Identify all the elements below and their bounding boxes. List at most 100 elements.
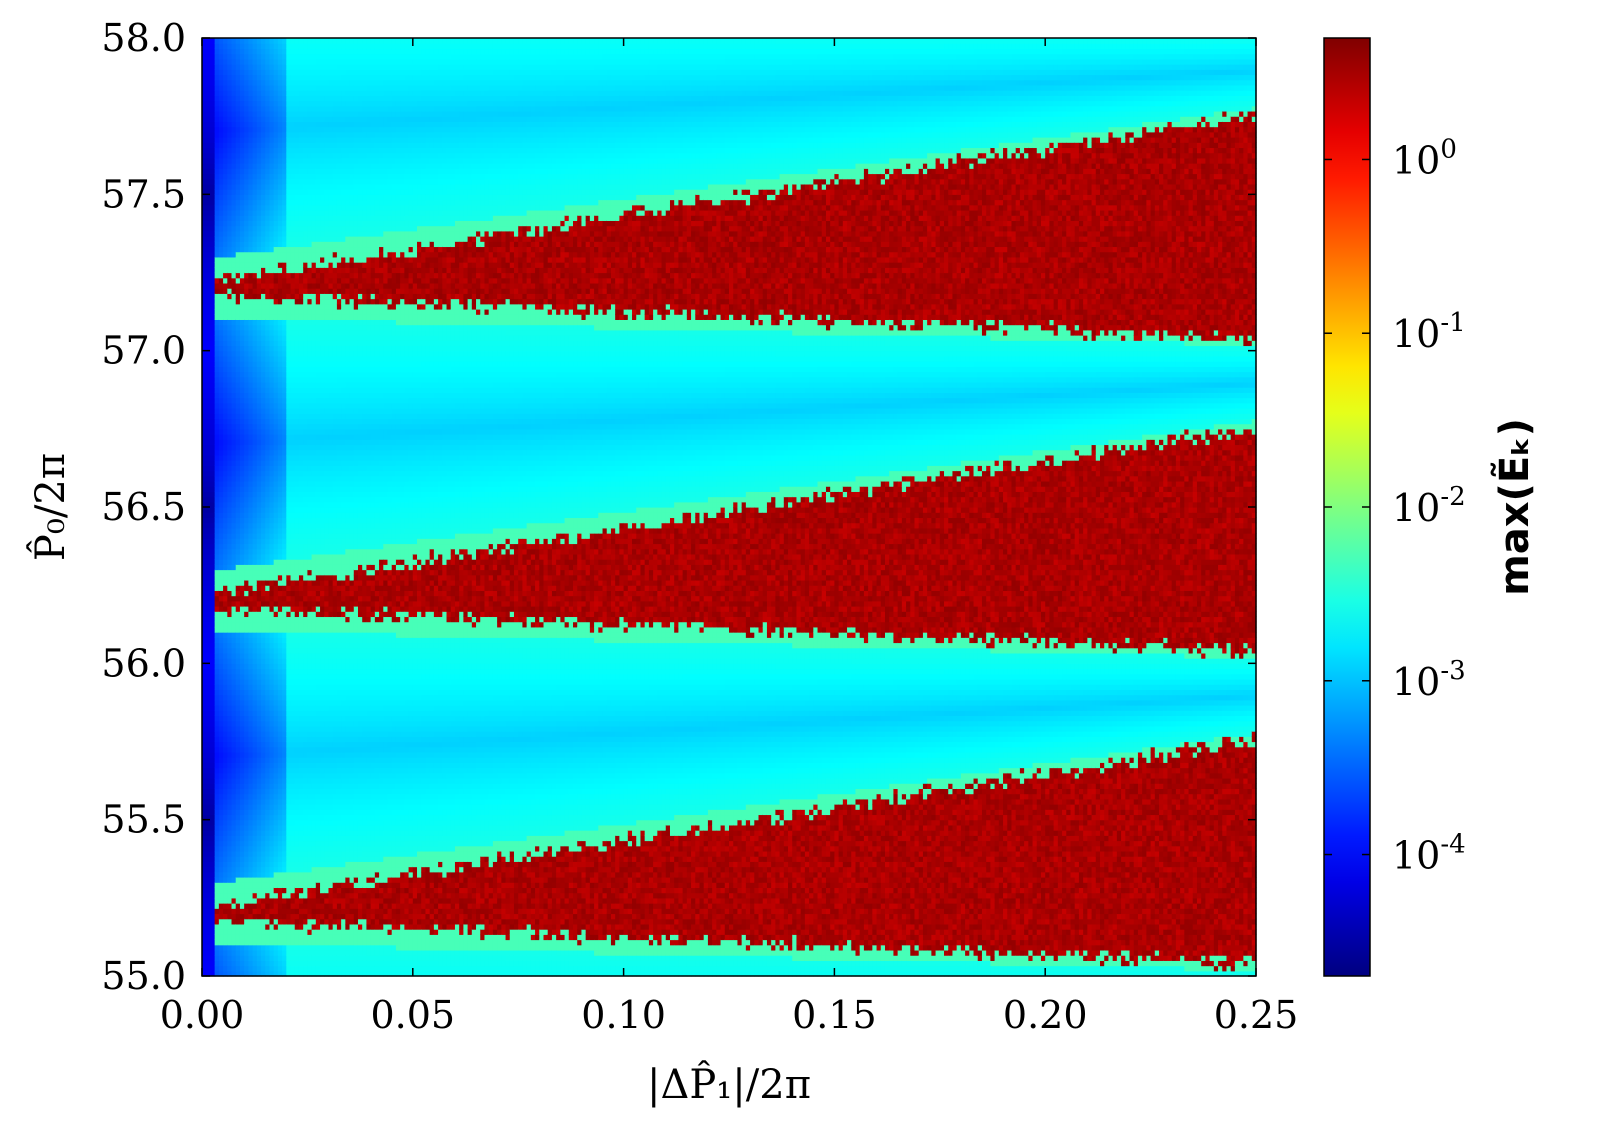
heatmap-cell bbox=[282, 768, 287, 774]
heatmap-cell bbox=[274, 559, 279, 565]
heatmap-cell bbox=[223, 596, 228, 602]
heatmap-cell bbox=[236, 111, 241, 117]
heatmap-cell bbox=[278, 658, 283, 664]
heatmap-cell bbox=[291, 439, 296, 445]
heatmap-cell bbox=[286, 288, 291, 294]
heatmap-cell bbox=[236, 444, 241, 450]
heatmap-cell bbox=[240, 429, 245, 435]
heatmap-cell bbox=[282, 710, 287, 716]
heatmap-cell bbox=[227, 523, 232, 529]
heatmap-cell bbox=[278, 330, 283, 336]
heatmap-cell bbox=[240, 966, 245, 972]
heatmap-cell bbox=[265, 184, 270, 190]
heatmap-cell bbox=[295, 460, 300, 466]
heatmap-cell bbox=[291, 538, 296, 544]
heatmap-cell bbox=[299, 856, 304, 862]
heatmap-cell bbox=[282, 642, 287, 648]
heatmap-cell bbox=[257, 351, 262, 357]
heatmap-cell bbox=[286, 596, 291, 602]
heatmap-cell bbox=[244, 721, 249, 727]
heatmap-cell bbox=[240, 856, 245, 862]
heatmap-cell bbox=[286, 804, 291, 810]
heatmap-cell bbox=[244, 606, 249, 612]
heatmap-cell bbox=[210, 325, 215, 331]
heatmap-cell bbox=[265, 695, 270, 701]
heatmap-cell bbox=[299, 330, 304, 336]
heatmap-cell bbox=[223, 408, 228, 414]
heatmap-cell bbox=[278, 252, 283, 258]
heatmap-cell bbox=[206, 299, 211, 305]
heatmap-cell bbox=[278, 783, 283, 789]
heatmap-cell bbox=[248, 158, 253, 164]
heatmap-cell bbox=[286, 684, 291, 690]
heatmap-cell bbox=[282, 893, 287, 899]
heatmap-cell bbox=[219, 606, 224, 612]
heatmap-cell bbox=[236, 424, 241, 430]
heatmap-cell bbox=[286, 413, 291, 419]
heatmap-cell bbox=[227, 418, 232, 424]
heatmap-cell bbox=[236, 564, 241, 570]
heatmap-cell bbox=[282, 903, 287, 909]
heatmap-cell bbox=[219, 794, 224, 800]
heatmap-cell bbox=[206, 64, 211, 70]
heatmap-cell bbox=[206, 934, 211, 940]
heatmap-cell bbox=[232, 653, 237, 659]
heatmap-cell bbox=[236, 747, 241, 753]
heatmap-cell bbox=[248, 398, 253, 404]
heatmap-cell bbox=[274, 444, 279, 450]
heatmap-cell bbox=[219, 273, 224, 279]
heatmap-cell bbox=[232, 252, 237, 258]
heatmap-cell bbox=[274, 564, 279, 570]
heatmap-cell bbox=[240, 408, 245, 414]
heatmap-cell bbox=[291, 549, 296, 555]
heatmap-cell bbox=[227, 392, 232, 398]
heatmap-cell bbox=[261, 679, 266, 685]
heatmap-cell bbox=[261, 121, 266, 127]
heatmap-cell bbox=[215, 377, 220, 383]
heatmap-cell bbox=[248, 882, 253, 888]
heatmap-cell bbox=[261, 194, 266, 200]
heatmap-cell bbox=[210, 903, 215, 909]
heatmap-cell bbox=[253, 38, 258, 44]
heatmap-cell bbox=[210, 59, 215, 65]
heatmap-cell bbox=[265, 814, 270, 820]
heatmap-cell bbox=[282, 69, 287, 75]
heatmap-cell bbox=[206, 523, 211, 529]
heatmap-cell bbox=[206, 851, 211, 857]
heatmap-cell bbox=[206, 611, 211, 617]
heatmap-cell bbox=[274, 533, 279, 539]
heatmap-cell bbox=[286, 340, 291, 346]
heatmap-cell bbox=[299, 590, 304, 596]
heatmap-cell bbox=[291, 252, 296, 258]
heatmap-cell bbox=[261, 512, 266, 518]
heatmap-cell bbox=[282, 142, 287, 148]
heatmap-cell bbox=[215, 752, 220, 758]
heatmap-cell bbox=[210, 64, 215, 70]
heatmap-cell bbox=[206, 893, 211, 899]
heatmap-cell bbox=[269, 226, 274, 232]
heatmap-cell bbox=[232, 695, 237, 701]
heatmap-cell bbox=[232, 210, 237, 216]
heatmap-cell bbox=[265, 246, 270, 252]
heatmap-cell bbox=[253, 460, 258, 466]
heatmap-cell bbox=[248, 299, 253, 305]
heatmap-cell bbox=[291, 825, 296, 831]
heatmap-cell bbox=[215, 153, 220, 159]
heatmap-cell bbox=[253, 570, 258, 576]
heatmap-cell bbox=[210, 90, 215, 96]
heatmap-cell bbox=[232, 762, 237, 768]
heatmap-cell bbox=[278, 455, 283, 461]
heatmap-cell bbox=[286, 377, 291, 383]
heatmap-cell bbox=[248, 85, 253, 91]
heatmap-cell bbox=[299, 257, 304, 263]
heatmap-cell bbox=[206, 267, 211, 273]
heatmap-cell bbox=[282, 731, 287, 737]
heatmap-cell bbox=[219, 632, 224, 638]
heatmap-cell bbox=[215, 476, 220, 482]
heatmap-cell bbox=[219, 48, 224, 54]
heatmap-cell bbox=[278, 809, 283, 815]
heatmap-cell bbox=[232, 372, 237, 378]
heatmap-cell bbox=[210, 919, 215, 925]
heatmap-cell bbox=[265, 106, 270, 112]
heatmap-cell bbox=[274, 736, 279, 742]
